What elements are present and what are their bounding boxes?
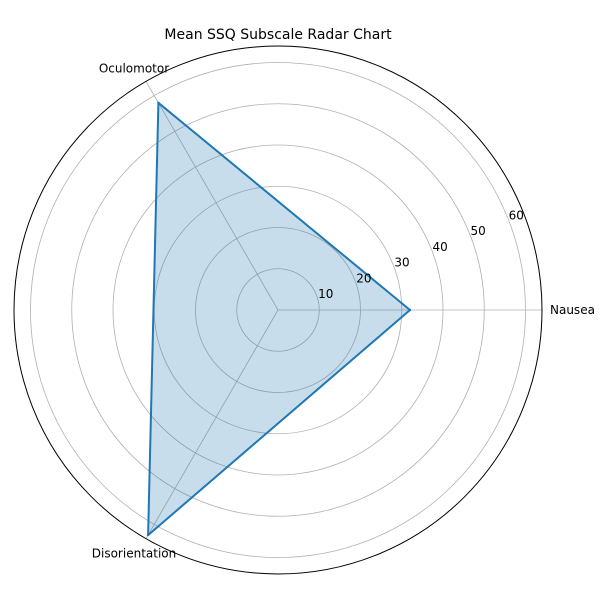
r-tick-label: 50 [471, 224, 486, 238]
chart-title: Mean SSQ Subscale Radar Chart [164, 27, 392, 43]
label-layer: 10 20 30 40 50 60 Nausea Oculomotor Disorientati… [92, 61, 595, 560]
series-area [148, 102, 410, 536]
data-layer [146, 101, 412, 537]
data-point-oculomotor [157, 101, 160, 105]
r-tick-label: 20 [356, 271, 371, 285]
r-tick-label: 60 [509, 208, 524, 222]
data-point-nausea [408, 308, 412, 312]
polar-frame [13, 45, 543, 575]
category-label-disorientation: Disorientation [92, 547, 176, 561]
spoke-disorientation [145, 309, 279, 539]
grid-layer [13, 45, 543, 575]
category-label-oculomotor: Oculomotor [99, 61, 169, 75]
r-tick-label: 40 [432, 240, 447, 254]
spoke-oculomotor [145, 81, 279, 311]
r-tick-label: 30 [394, 256, 409, 270]
data-point-disorientation [146, 533, 150, 537]
series-line [147, 101, 411, 537]
r-tick-label: 10 [318, 287, 333, 301]
category-label-nausea: Nausea [550, 303, 595, 317]
